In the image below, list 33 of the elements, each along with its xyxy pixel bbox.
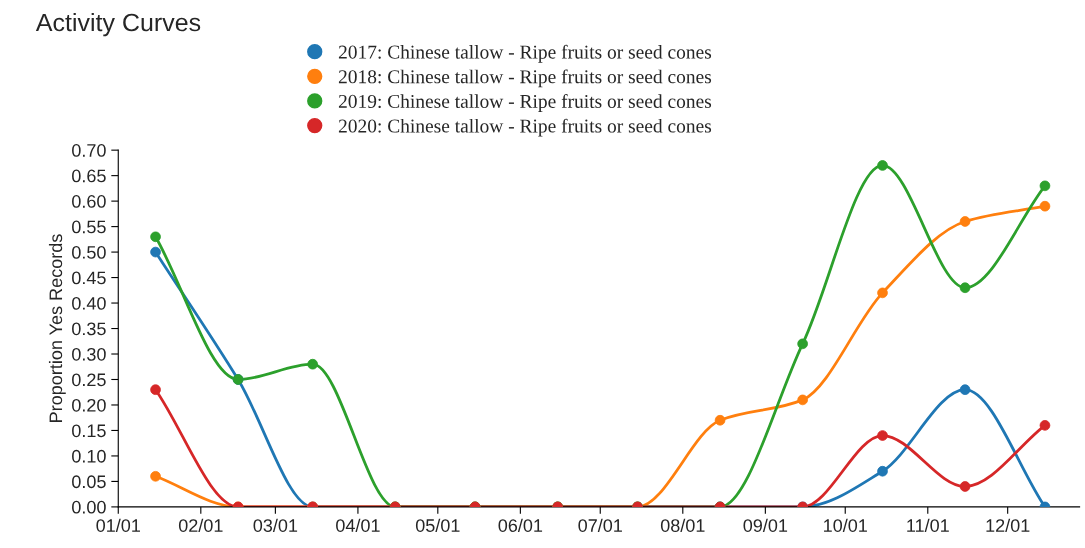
x-tick-label: 11/01 [907, 518, 949, 532]
x-tick-label: 02/01 [178, 518, 223, 532]
y-tick-label: 0.65 [72, 169, 106, 183]
y-tick-label: 0.00 [72, 500, 106, 514]
y-tick-label: 0.60 [72, 195, 106, 208]
legend-label: 2019: Chinese tallow - Ripe fruits or seed cones [338, 94, 712, 112]
x-tick-label: 10/01 [824, 518, 867, 532]
legend-label: 2020: Chinese tallow - Ripe fruits or seed cones [338, 118, 712, 137]
x-tick-label: 12/01 [986, 518, 1030, 532]
x-tick-label: 06/01 [498, 518, 543, 532]
y-tick-label: 0.30 [72, 347, 106, 361]
x-tick-label: 07/01 [578, 518, 622, 532]
y-tick-label: 0.35 [72, 322, 106, 336]
y-tick-label: 0.15 [72, 424, 106, 438]
x-tick-label: 03/01 [253, 518, 298, 532]
x-tick-label: 04/01 [336, 518, 380, 532]
y-tick-label: 0.20 [72, 398, 106, 412]
y-tick-label: 0.05 [72, 475, 106, 489]
y-tick-label: 0.10 [72, 449, 106, 463]
y-tick-label: 0.55 [72, 220, 106, 234]
y-tick-label: 0.40 [72, 296, 106, 310]
legend-label: 2017: Chinese tallow - Ripe fruits or seed cones [338, 44, 712, 63]
x-tick-label: 01/01 [96, 518, 140, 532]
y-tick-label: 0.50 [72, 246, 106, 259]
y-tick-label: 0.25 [72, 373, 106, 387]
y-axis-title: Proportion Yes Records [48, 234, 66, 422]
chart-title: Activity Curves [35, 13, 201, 37]
y-tick-label: 0.45 [72, 271, 106, 285]
x-tick-label: 08/01 [660, 518, 705, 532]
x-tick-label: 05/01 [415, 518, 460, 532]
x-tick-label: 09/01 [743, 518, 788, 532]
y-tick-label: 0.70 [72, 144, 106, 157]
legend-label: 2018: Chinese tallow - Ripe fruits or seed cones [338, 69, 712, 88]
